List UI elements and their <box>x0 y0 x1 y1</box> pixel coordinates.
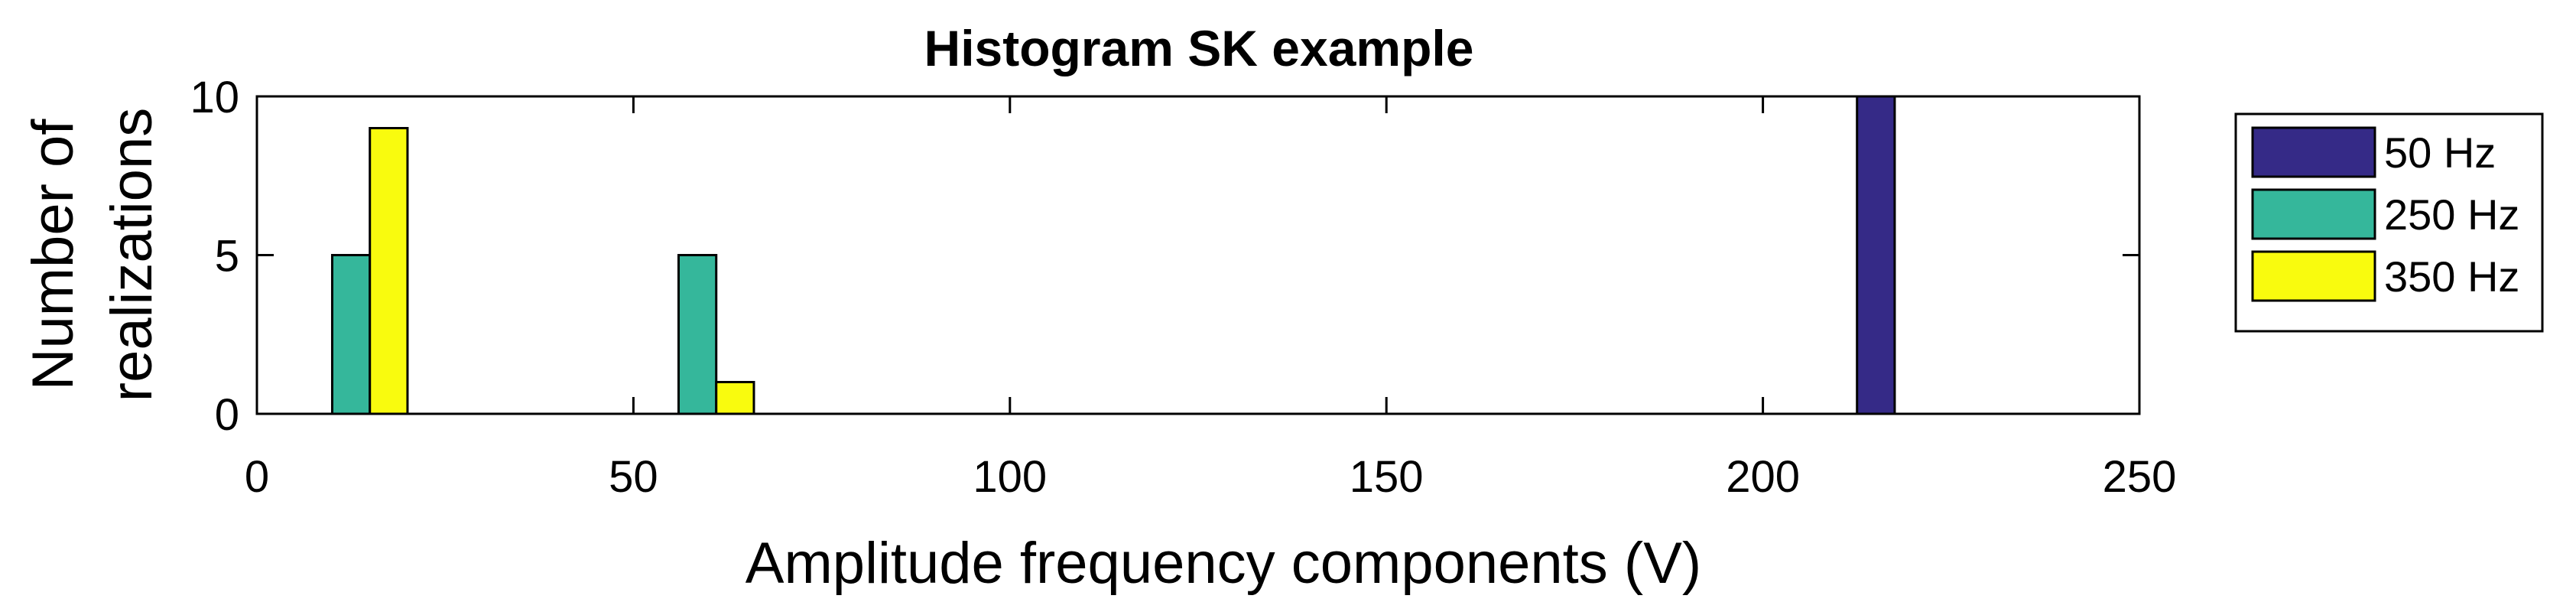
x-tick-label-0: 0 <box>245 452 269 502</box>
ticks-layer: 0 50 100 150 200 250 0 5 10 <box>190 73 2176 502</box>
y-tick-label-0: 0 <box>215 390 239 440</box>
plot-frame <box>255 95 2141 415</box>
bars-layer <box>330 95 1896 415</box>
legend: 50 Hz 250 Hz 350 Hz <box>2234 112 2544 333</box>
x-tick-label-4: 200 <box>1726 452 1800 502</box>
x-tick-label-2: 100 <box>973 452 1047 502</box>
bar-series-2-1 <box>715 381 755 415</box>
x-tick-label-1: 50 <box>609 452 658 502</box>
bar-series-0-0 <box>1856 95 1896 415</box>
bar-series-2-0 <box>369 127 409 415</box>
x-axis-label: Amplitude frequency components (V) <box>746 531 1701 596</box>
legend-label-2: 350 Hz <box>2384 252 2519 301</box>
x-tick-label-5: 250 <box>2103 452 2177 502</box>
legend-swatch-2 <box>2251 250 2376 302</box>
legend-items: 50 Hz 250 Hz 350 Hz <box>2251 126 2519 302</box>
bar-series-1-0 <box>330 254 372 415</box>
x-tick-label-3: 150 <box>1350 452 1424 502</box>
legend-label-0: 50 Hz <box>2384 129 2496 177</box>
bar-series-1-1 <box>677 254 718 415</box>
legend-label-1: 250 Hz <box>2384 190 2519 239</box>
y-tick-label-1: 5 <box>215 232 239 281</box>
y-axis-label-line-1: Number of <box>21 119 86 391</box>
chart-title: Histogram SK example <box>924 20 1474 76</box>
y-axis-label-line-2: realizations <box>99 108 164 402</box>
legend-swatch-0 <box>2251 126 2376 178</box>
y-tick-label-2: 10 <box>190 73 239 122</box>
legend-swatch-1 <box>2251 188 2376 240</box>
plot-area <box>257 96 2139 414</box>
